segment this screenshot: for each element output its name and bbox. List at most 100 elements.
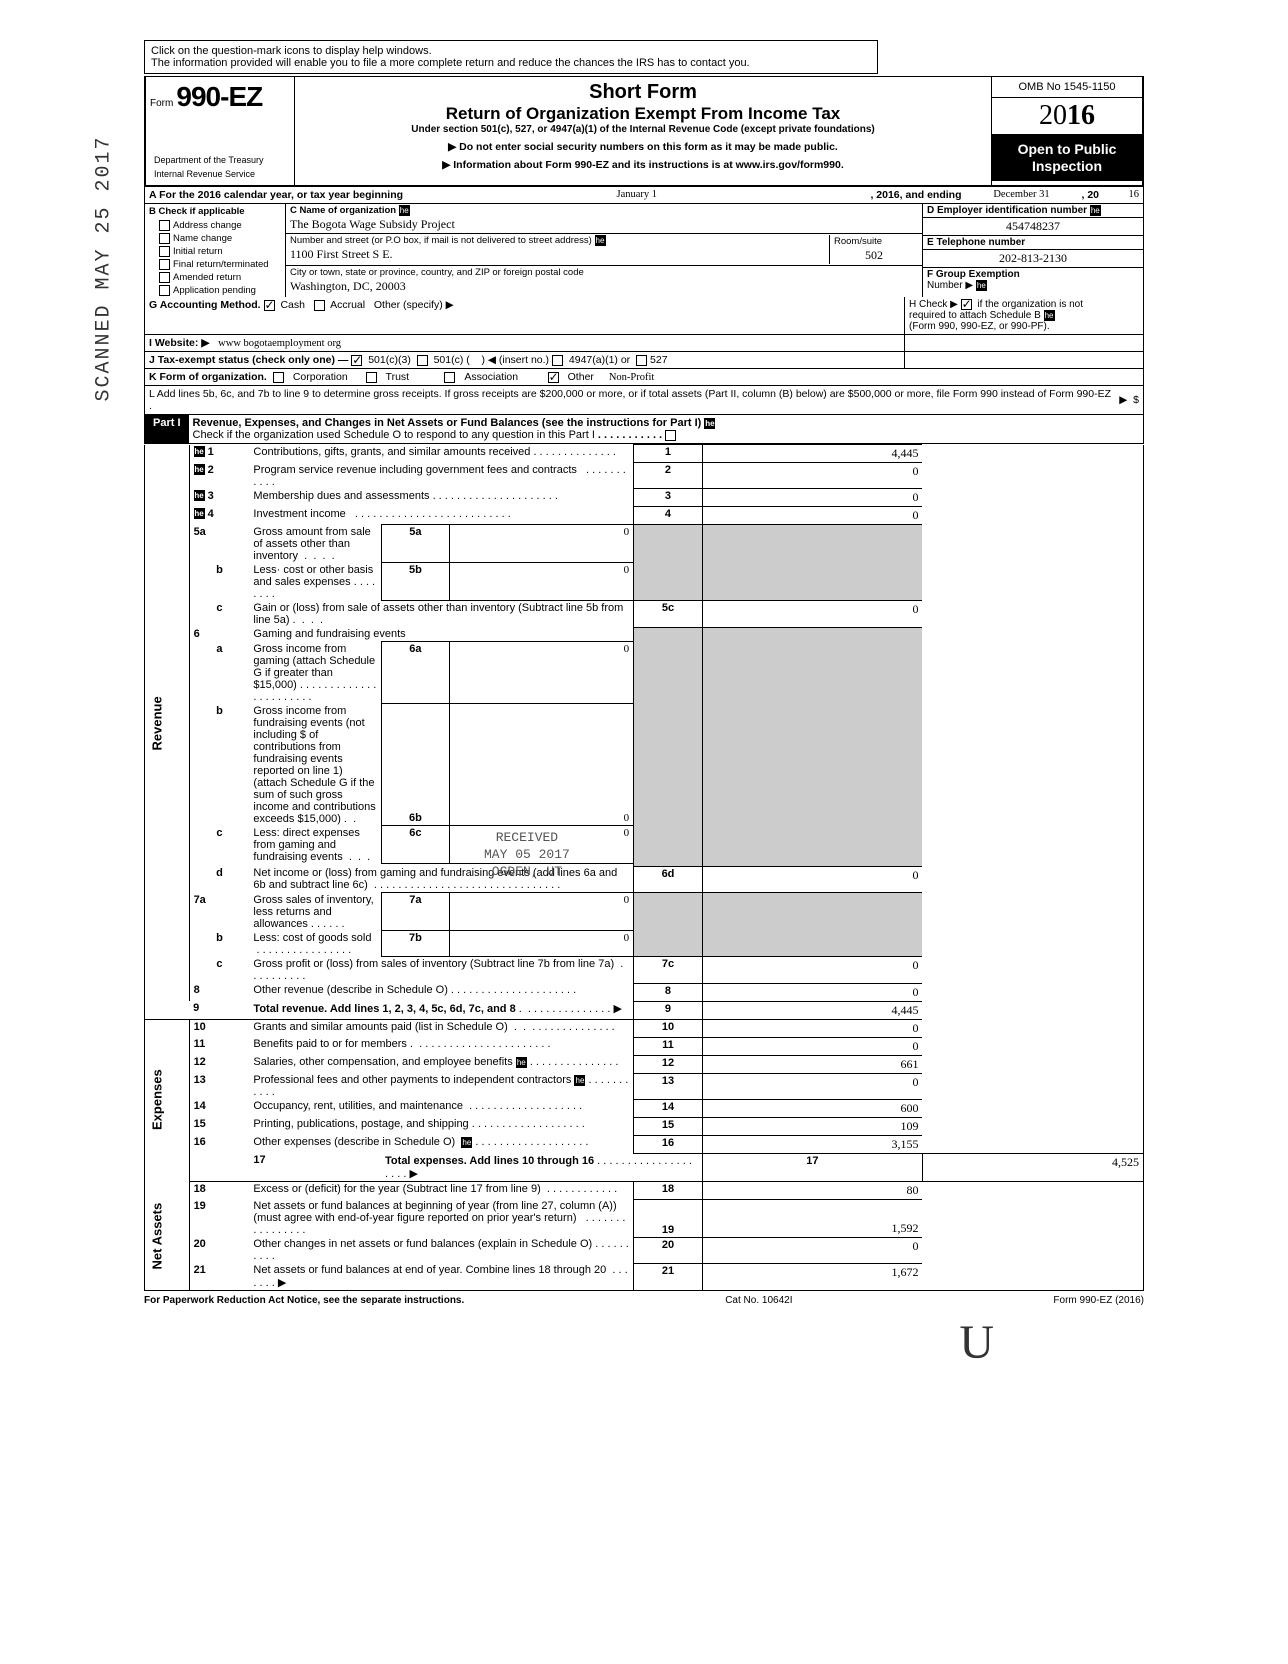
- room-val: 502: [834, 247, 914, 263]
- omb-number: OMB No 1545-1150: [992, 77, 1142, 98]
- chk-accrual[interactable]: [314, 300, 325, 311]
- line-14-desc: Occupancy, rent, utilities, and maintena…: [253, 1100, 463, 1112]
- line-7a-mid: 0: [450, 893, 634, 931]
- help-icon[interactable]: he: [399, 205, 410, 216]
- chk-501c3[interactable]: [351, 355, 362, 366]
- line-num: he 1: [189, 445, 249, 463]
- chk-final-return[interactable]: Final return/terminated: [145, 258, 285, 271]
- line-4-desc: Investment income: [253, 508, 345, 520]
- h-text3: required to attach Schedule B: [909, 310, 1041, 321]
- help-line2: The information provided will enable you…: [151, 57, 750, 69]
- b-pending: Application pending: [173, 285, 256, 296]
- row-a-begin: January 1: [403, 189, 870, 201]
- row-a-end-year: 16: [1099, 189, 1139, 201]
- line-6-desc: Gaming and fundraising events: [249, 627, 633, 642]
- chk-assoc[interactable]: [444, 372, 455, 383]
- line-5a-desc: Gross amount from sale of assets other t…: [253, 526, 370, 562]
- line-18-desc: Excess or (deficit) for the year (Subtra…: [253, 1183, 540, 1195]
- chk-527[interactable]: [636, 355, 647, 366]
- year-prefix: 20: [1039, 100, 1067, 131]
- line-6d-val: 0: [702, 866, 922, 893]
- line-8-val: 0: [702, 983, 922, 1001]
- line-16-val: 3,155: [702, 1135, 922, 1153]
- g-accrual: Accrual: [330, 299, 365, 311]
- footer-right: Form 990-EZ (2016): [1053, 1295, 1144, 1306]
- line-21-desc: Net assets or fund balances at end of ye…: [253, 1264, 606, 1276]
- line-13-desc: Professional fees and other payments to …: [253, 1074, 571, 1086]
- part1-sub: Check if the organization used Schedule …: [193, 429, 595, 441]
- j-4947: 4947(a)(1) or: [569, 354, 630, 366]
- line-12-desc: Salaries, other compensation, and employ…: [253, 1056, 512, 1068]
- dept-irs: Internal Revenue Service: [150, 167, 290, 181]
- chk-trust[interactable]: [366, 372, 377, 383]
- f-number: Number ▶: [927, 280, 973, 291]
- chk-cash[interactable]: [264, 300, 275, 311]
- line-18-val: 80: [702, 1181, 922, 1199]
- line-15-desc: Printing, publications, postage, and shi…: [253, 1118, 468, 1130]
- chk-address-change[interactable]: Address change: [145, 219, 285, 232]
- line-13-val: 0: [702, 1073, 922, 1099]
- chk-amended[interactable]: Amended return: [145, 271, 285, 284]
- k-corp: Corporation: [293, 371, 348, 383]
- line-6c-desc: Less: direct expenses from gaming and fu…: [253, 827, 359, 863]
- chk-schedule-o[interactable]: [665, 430, 676, 441]
- line-1-desc: Contributions, gifts, grants, and simila…: [253, 446, 530, 458]
- c-city-label: City or town, state or province, country…: [290, 267, 918, 278]
- line-20-val: 0: [702, 1237, 922, 1263]
- chk-other-org[interactable]: [548, 372, 559, 383]
- j-insert: ) ◀ (insert no.): [481, 354, 549, 366]
- part1-label: Part I: [145, 415, 189, 443]
- line-6b-mid: 0: [450, 704, 634, 826]
- j-527: 527: [650, 354, 668, 366]
- k-other: Other: [568, 371, 594, 383]
- chk-h[interactable]: [961, 299, 972, 310]
- help-icon[interactable]: he: [1090, 205, 1101, 216]
- g-cash: Cash: [280, 299, 305, 311]
- tax-year: 2016: [992, 98, 1142, 135]
- help-icon[interactable]: he: [1044, 310, 1055, 321]
- f-label: F Group Exemption: [927, 269, 1020, 280]
- g-label: G Accounting Method.: [149, 299, 261, 311]
- line-7c-desc: Gross profit or (loss) from sales of inv…: [253, 958, 614, 970]
- chk-initial-return[interactable]: Initial return: [145, 245, 285, 258]
- help-icon[interactable]: he: [595, 235, 606, 246]
- k-assoc: Association: [464, 371, 518, 383]
- line-5b-desc: Less· cost or other basis and sales expe…: [253, 564, 373, 588]
- signature: U: [959, 1315, 994, 1370]
- help-line1: Click on the question-mark icons to disp…: [151, 45, 432, 57]
- row-a-mid: , 2016, and ending: [870, 189, 961, 201]
- line-9-desc: Total revenue. Add lines 1, 2, 3, 4, 5c,…: [253, 1003, 515, 1015]
- col-b: B Check if applicable Address change Nam…: [145, 204, 286, 297]
- line-4-val: 0: [702, 507, 922, 525]
- chk-501c[interactable]: [417, 355, 428, 366]
- ein-value: 454748237: [923, 218, 1143, 236]
- d-label: D Employer identification number: [927, 205, 1087, 216]
- line-6a-desc: Gross income from gaming (attach Schedul…: [253, 643, 375, 691]
- line-15-val: 109: [702, 1117, 922, 1135]
- line-10-desc: Grants and similar amounts paid (list in…: [253, 1021, 507, 1033]
- chk-corp[interactable]: [273, 372, 284, 383]
- row-a-label: A For the 2016 calendar year, or tax yea…: [149, 189, 403, 201]
- part1-title: Revenue, Expenses, and Changes in Net As…: [193, 417, 702, 429]
- side-netassets: Net Assets: [145, 1181, 190, 1291]
- b-final: Final return/terminated: [173, 259, 269, 270]
- chk-4947[interactable]: [552, 355, 563, 366]
- lines-table: Revenue he 1 Contributions, gifts, grant…: [144, 444, 1144, 1291]
- j-label: J Tax-exempt status (check only one) —: [149, 354, 348, 366]
- e-label: E Telephone number: [927, 237, 1025, 248]
- form-number: 990-EZ: [176, 81, 262, 112]
- chk-name-change[interactable]: Name change: [145, 232, 285, 245]
- c-name-label: C Name of organization: [290, 205, 396, 216]
- line-9-val: 4,445: [702, 1001, 922, 1019]
- l-text: L Add lines 5b, 6c, and 7b to line 9 to …: [149, 388, 1113, 412]
- chk-pending[interactable]: Application pending: [145, 284, 285, 297]
- help-icon[interactable]: he: [704, 418, 715, 429]
- line-6b-desc: Gross income from fundraising events (no…: [253, 705, 375, 825]
- footer-cat: Cat No. 10642I: [725, 1295, 792, 1306]
- help-icon[interactable]: he: [976, 280, 987, 291]
- website-val: www bogotaemployment org: [218, 338, 341, 349]
- form-header: Form 990-EZ Department of the Treasury I…: [144, 76, 1144, 187]
- line-8-desc: Other revenue (describe in Schedule O): [253, 984, 447, 996]
- org-name: The Bogota Wage Subsidy Project: [290, 216, 918, 232]
- line-5a-mid: 0: [450, 525, 634, 563]
